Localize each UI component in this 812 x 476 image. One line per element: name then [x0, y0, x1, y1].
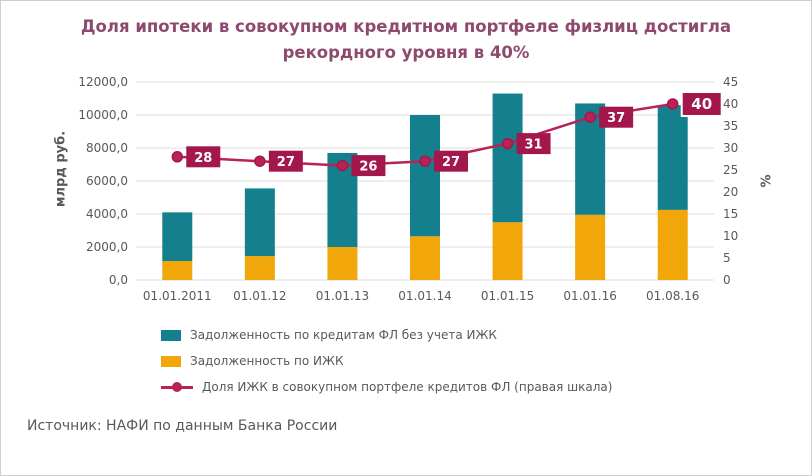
- legend-item-share-line: Доля ИЖК в совокупном портфеле кредитов …: [161, 374, 612, 400]
- chart-canvas: 0,0 2000,0 4000,0 6000,0 8000,0 10000,0 12000,…: [78, 75, 738, 303]
- legend-swatch-teal: [161, 329, 181, 341]
- svg-text:8000,0: 8000,0: [86, 141, 128, 155]
- svg-text:01.01.2011: 01.01.2011: [143, 289, 212, 303]
- svg-text:01.01.12: 01.01.12: [233, 289, 286, 303]
- svg-text:25: 25: [723, 163, 738, 177]
- svg-text:15: 15: [723, 207, 738, 221]
- legend-swatch-orange: [161, 355, 181, 367]
- svg-text:28: 28: [194, 151, 212, 166]
- svg-text:6000,0: 6000,0: [86, 174, 128, 188]
- svg-text:2000,0: 2000,0: [86, 240, 128, 254]
- svg-text:01.01.14: 01.01.14: [398, 289, 451, 303]
- svg-text:45: 45: [723, 75, 738, 89]
- legend-item-credit-debt: Задолженность по кредитам ФЛ без учета И…: [161, 322, 612, 348]
- svg-text:01.01.15: 01.01.15: [481, 289, 534, 303]
- svg-text:4000,0: 4000,0: [86, 207, 128, 221]
- svg-text:01.01.16: 01.01.16: [563, 289, 616, 303]
- svg-text:27: 27: [277, 155, 295, 170]
- svg-text:01.08.16: 01.08.16: [646, 289, 699, 303]
- svg-text:30: 30: [723, 141, 738, 155]
- svg-text:27: 27: [442, 155, 460, 170]
- svg-text:40: 40: [691, 95, 712, 113]
- legend-item-izhk-debt: Задолженность по ИЖК: [161, 348, 612, 374]
- source-note: Источник: НАФИ по данным Банка России: [27, 418, 338, 434]
- chart-title: Доля ипотеки в совокупном кредитном порт…: [80, 17, 732, 63]
- svg-text:5: 5: [723, 251, 731, 265]
- legend-label-izhk-debt: Задолженность по ИЖК: [190, 354, 344, 368]
- legend-label-credit-debt: Задолженность по кредитам ФЛ без учета И…: [190, 328, 497, 342]
- svg-text:01.01.13: 01.01.13: [316, 289, 369, 303]
- svg-text:0,0: 0,0: [109, 273, 128, 287]
- svg-text:31: 31: [525, 138, 543, 153]
- svg-text:0: 0: [723, 273, 731, 287]
- svg-text:10000,0: 10000,0: [78, 108, 128, 122]
- svg-text:20: 20: [723, 185, 738, 199]
- svg-text:12000,0: 12000,0: [78, 75, 128, 89]
- legend: Задолженность по кредитам ФЛ без учета И…: [161, 322, 612, 400]
- legend-swatch-line: [161, 381, 193, 393]
- svg-text:35: 35: [723, 119, 738, 133]
- legend-line-marker-icon: [172, 382, 182, 392]
- svg-text:37: 37: [607, 111, 625, 126]
- svg-text:40: 40: [723, 97, 738, 111]
- svg-text:26: 26: [359, 160, 377, 175]
- legend-label-share-line: Доля ИЖК в совокупном портфеле кредитов …: [202, 380, 613, 394]
- svg-text:10: 10: [723, 229, 738, 243]
